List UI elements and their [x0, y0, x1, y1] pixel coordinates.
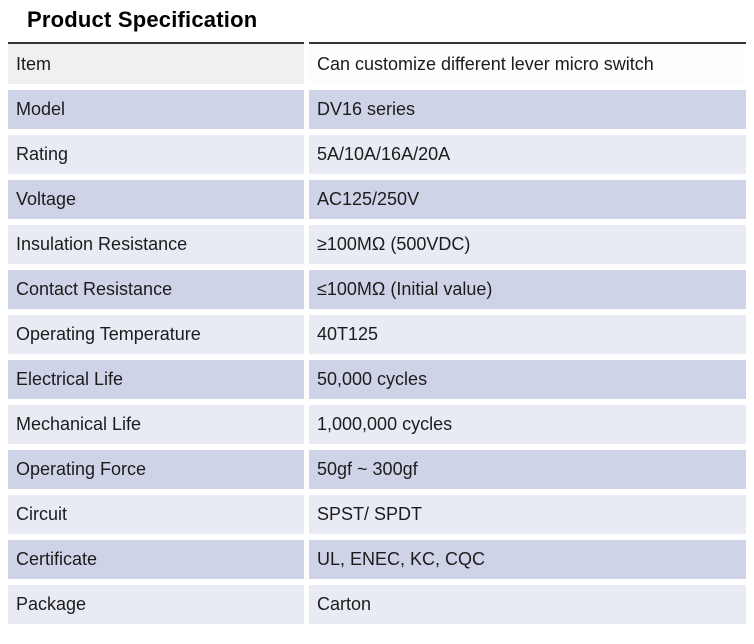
table-row-certificate: Certificate UL, ENEC, KC, CQC — [8, 540, 746, 579]
table-row-insulation-resistance: Insulation Resistance ≥100MΩ (500VDC) — [8, 225, 746, 264]
table-row-operating-temperature: Operating Temperature 40T125 — [8, 315, 746, 354]
table-row-electrical-life: Electrical Life 50,000 cycles — [8, 360, 746, 399]
spec-label: Voltage — [8, 180, 304, 219]
table-row-circuit: Circuit SPST/ SPDT — [8, 495, 746, 534]
spec-label: Mechanical Life — [8, 405, 304, 444]
spec-value: DV16 series — [309, 90, 746, 129]
spec-value: UL, ENEC, KC, CQC — [309, 540, 746, 579]
spec-label: Package — [8, 585, 304, 624]
spec-table: Item Can customize different lever micro… — [8, 42, 746, 624]
table-row-mechanical-life: Mechanical Life 1,000,000 cycles — [8, 405, 746, 444]
spec-value: AC125/250V — [309, 180, 746, 219]
spec-value: 50,000 cycles — [309, 360, 746, 399]
spec-label: Operating Force — [8, 450, 304, 489]
table-row-package: Package Carton — [8, 585, 746, 624]
table-row-voltage: Voltage AC125/250V — [8, 180, 746, 219]
table-row-item: Item Can customize different lever micro… — [8, 42, 746, 84]
spec-value: ≥100MΩ (500VDC) — [309, 225, 746, 264]
spec-label: Insulation Resistance — [8, 225, 304, 264]
spec-value: ≤100MΩ (Initial value) — [309, 270, 746, 309]
spec-value: SPST/ SPDT — [309, 495, 746, 534]
spec-label: Operating Temperature — [8, 315, 304, 354]
spec-value: 40T125 — [309, 315, 746, 354]
spec-value: Carton — [309, 585, 746, 624]
spec-label: Item — [8, 42, 304, 84]
spec-value: Can customize different lever micro swit… — [309, 42, 746, 84]
spec-label: Certificate — [8, 540, 304, 579]
spec-label: Model — [8, 90, 304, 129]
page-title: Product Specification — [27, 7, 258, 32]
table-row-contact-resistance: Contact Resistance ≤100MΩ (Initial value… — [8, 270, 746, 309]
spec-value: 1,000,000 cycles — [309, 405, 746, 444]
spec-label: Rating — [8, 135, 304, 174]
table-row-operating-force: Operating Force 50gf ~ 300gf — [8, 450, 746, 489]
table-row-model: Model DV16 series — [8, 90, 746, 129]
spec-label: Circuit — [8, 495, 304, 534]
spec-label: Contact Resistance — [8, 270, 304, 309]
spec-value: 5A/10A/16A/20A — [309, 135, 746, 174]
spec-label: Electrical Life — [8, 360, 304, 399]
spec-value: 50gf ~ 300gf — [309, 450, 746, 489]
table-row-rating: Rating 5A/10A/16A/20A — [8, 135, 746, 174]
